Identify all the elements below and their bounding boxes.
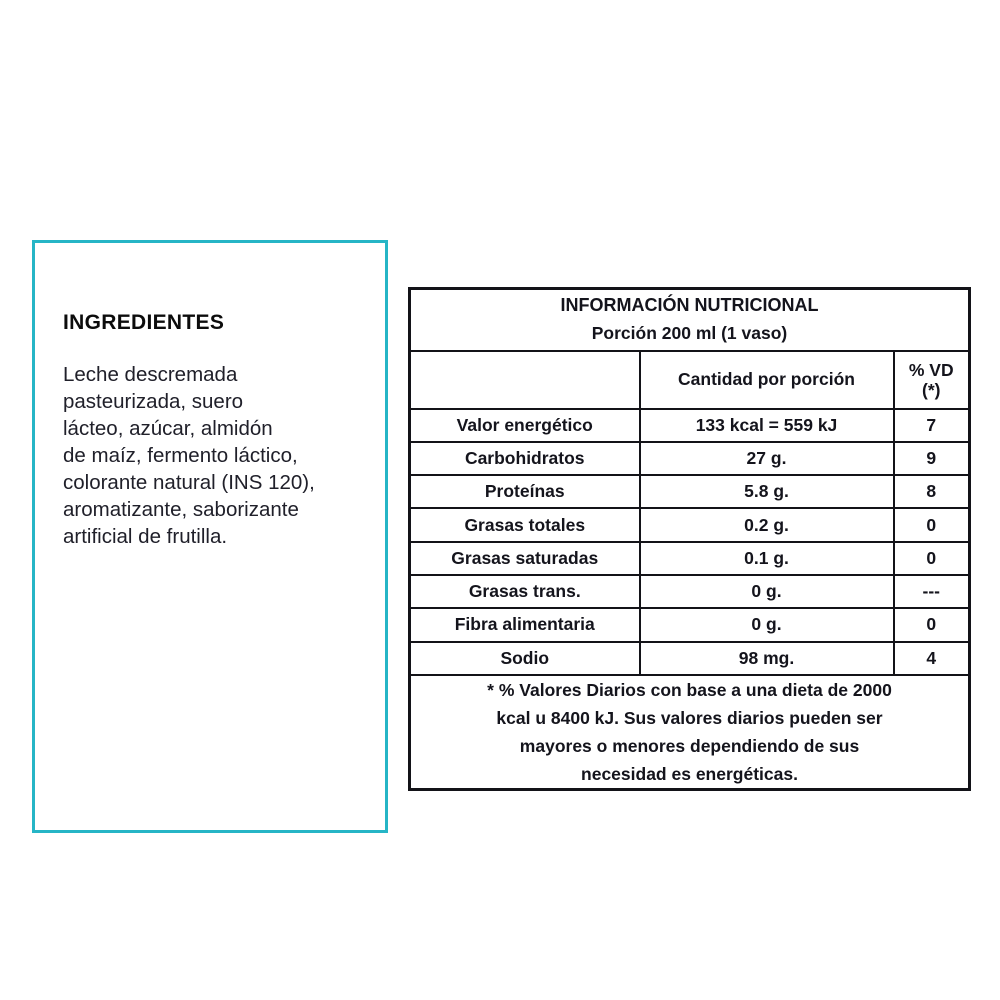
nutrient-vd: 7 <box>892 407 971 443</box>
nutrient-label: Carbohidratos <box>408 440 641 477</box>
table-title-cell: INFORMACIÓN NUTRICIONAL Porción 200 ml (… <box>408 287 971 352</box>
ingredients-text: Leche descremada pasteurizada, suero lác… <box>63 363 315 548</box>
nutrient-amount: 0 g. <box>638 607 895 643</box>
nutrient-vd: 0 <box>892 507 971 543</box>
table-title-row: INFORMACIÓN NUTRICIONAL Porción 200 ml (… <box>408 287 971 352</box>
table-row-grasas-saturadas: Grasas saturadas 0.1 g. 0 <box>408 540 971 576</box>
nutrient-vd: 9 <box>892 440 971 477</box>
table-row-grasas-trans: Grasas trans. 0 g. --- <box>408 573 971 610</box>
table-row-valor-energetico: Valor energético 133 kcal = 559 kJ 7 <box>408 407 971 443</box>
nutrient-amount: 0 g. <box>638 573 895 610</box>
column-header-empty <box>408 349 641 410</box>
nutrient-amount: 27 g. <box>638 440 895 477</box>
nutrient-label: Fibra alimentaria <box>408 607 641 643</box>
ingredients-title: INGREDIENTES <box>63 311 225 334</box>
table-row-grasas-totales: Grasas totales 0.2 g. 0 <box>408 507 971 543</box>
nutrition-title: INFORMACIÓN NUTRICIONAL <box>560 295 819 316</box>
nutrient-amount: 0.2 g. <box>638 507 895 543</box>
nutrient-amount: 5.8 g. <box>638 474 895 510</box>
table-footnote-row: * % Valores Diarios con base a una dieta… <box>408 673 971 791</box>
daily-values-footnote: * % Valores Diarios con base a una dieta… <box>408 673 971 791</box>
nutrient-label: Proteínas <box>408 474 641 510</box>
nutrient-label: Sodio <box>408 640 641 676</box>
table-row-sodio: Sodio 98 mg. 4 <box>408 640 971 676</box>
nutrient-label: Grasas trans. <box>408 573 641 610</box>
nutrient-amount: 98 mg. <box>638 640 895 676</box>
nutrient-amount: 0.1 g. <box>638 540 895 576</box>
nutrient-label: Valor energético <box>408 407 641 443</box>
nutrient-vd: --- <box>892 573 971 610</box>
table-row-fibra-alimentaria: Fibra alimentaria 0 g. 0 <box>408 607 971 643</box>
column-header-amount: Cantidad por porción <box>638 349 895 410</box>
nutrient-vd: 4 <box>892 640 971 676</box>
nutrient-label: Grasas totales <box>408 507 641 543</box>
serving-size: Porción 200 ml (1 vaso) <box>591 323 788 344</box>
ingredients-panel: INGREDIENTES Leche descremada pasteuriza… <box>32 240 388 833</box>
nutrient-vd: 0 <box>892 607 971 643</box>
table-row-proteinas: Proteínas 5.8 g. 8 <box>408 474 971 510</box>
nutrient-label: Grasas saturadas <box>408 540 641 576</box>
table-row-carbohidratos: Carbohidratos 27 g. 9 <box>408 440 971 477</box>
column-header-vd: % VD (*) <box>892 349 971 410</box>
nutrient-amount: 133 kcal = 559 kJ <box>638 407 895 443</box>
nutrition-facts-table: INFORMACIÓN NUTRICIONAL Porción 200 ml (… <box>408 287 971 791</box>
nutrient-vd: 0 <box>892 540 971 576</box>
table-header-row: Cantidad por porción % VD (*) <box>408 349 971 410</box>
nutrient-vd: 8 <box>892 474 971 510</box>
